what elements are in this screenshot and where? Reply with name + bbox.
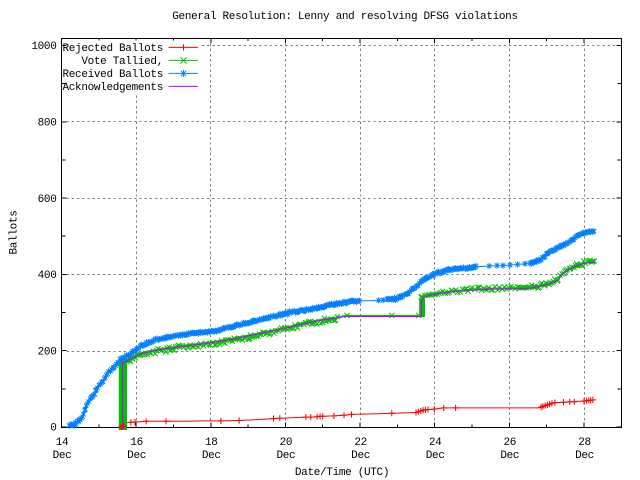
svg-text:0: 0 [50,423,56,435]
svg-text:Dec: Dec [426,450,445,462]
svg-text:Ballots: Ballots [9,211,21,255]
svg-text:28: 28 [578,437,591,449]
svg-text:18: 18 [205,437,218,449]
svg-text:1000: 1000 [31,41,56,53]
svg-text:Acknowledgements: Acknowledgements [63,82,164,94]
svg-text:16: 16 [130,437,143,449]
svg-text:Dec: Dec [202,450,221,462]
svg-text:Rejected Ballots: Rejected Ballots [63,43,164,55]
svg-text:200: 200 [38,346,57,358]
svg-text:Dec: Dec [575,450,594,462]
svg-text:Date/Time (UTC): Date/Time (UTC) [295,467,389,479]
svg-text:14: 14 [56,437,69,449]
svg-text:800: 800 [38,118,57,130]
svg-text:Dec: Dec [276,450,295,462]
svg-text:Vote Tallied,: Vote Tallied, [81,56,163,68]
svg-text:24: 24 [429,437,442,449]
svg-text:Dec: Dec [127,450,146,462]
svg-text:Dec: Dec [53,450,72,462]
svg-text:26: 26 [504,437,517,449]
svg-text:Dec: Dec [500,450,519,462]
svg-text:General Resolution: Lenny and: General Resolution: Lenny and resolving … [172,11,517,23]
svg-text:Received Ballots: Received Ballots [63,69,164,81]
svg-text:400: 400 [38,270,57,282]
svg-text:22: 22 [354,437,367,449]
svg-text:20: 20 [280,437,293,449]
svg-text:600: 600 [38,194,57,206]
svg-text:Dec: Dec [351,450,370,462]
